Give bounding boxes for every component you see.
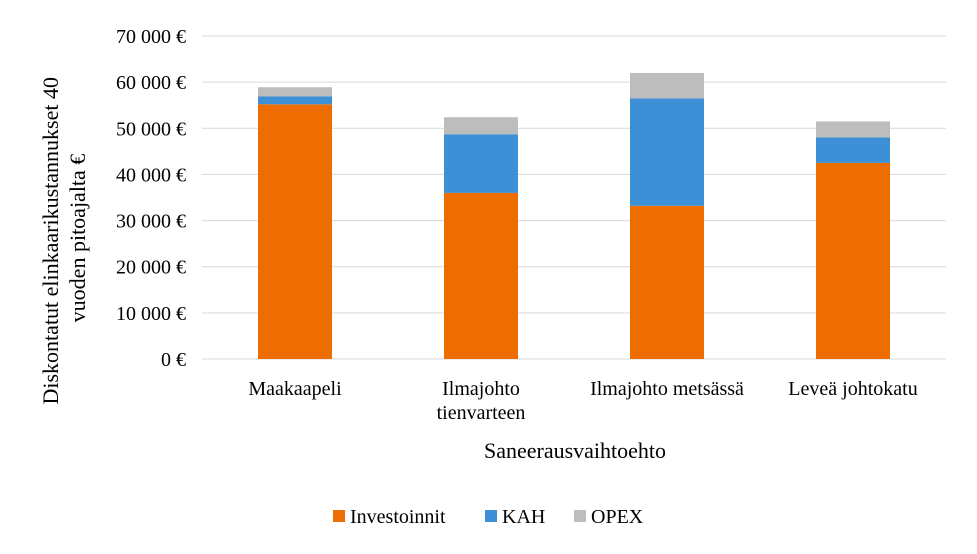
bar-segment	[816, 162, 890, 359]
x-category-label-line: Leveä johtokatu	[788, 378, 917, 400]
x-category-label: Leveä johtokatu	[788, 378, 917, 400]
bar-segment	[444, 134, 518, 193]
bar-segment	[258, 87, 332, 97]
x-axis-categories: Maakaapeli Ilmajohto tienvarteen Ilmajohto …	[248, 378, 917, 424]
x-axis-title: Saneerausvaihtoehto	[484, 438, 666, 463]
x-category-label: Ilmajohto metsässä	[590, 378, 744, 400]
bar-segment	[630, 72, 704, 99]
bar-segment	[630, 98, 704, 206]
y-tick-label: 0 €	[161, 349, 186, 371]
legend-label: KAH	[502, 506, 545, 528]
y-tick-label: 50 000 €	[116, 118, 186, 140]
legend: Investoinnit KAH OPEX	[333, 506, 644, 528]
x-category-label-line: Ilmajohto	[442, 378, 520, 400]
legend-swatch	[333, 510, 345, 522]
y-tick-label: 30 000 €	[116, 211, 186, 233]
bars	[258, 72, 890, 359]
y-tick-label: 10 000 €	[116, 303, 186, 325]
legend-swatch	[574, 510, 586, 522]
y-tick-label: 70 000 €	[116, 26, 186, 48]
y-tick-label: 60 000 €	[116, 72, 186, 94]
x-category-label: Maakaapeli	[248, 378, 342, 400]
y-axis-title-line-2: vuoden pitoajalta €	[65, 154, 90, 323]
bar-segment	[258, 104, 332, 359]
bar-segment	[444, 117, 518, 135]
legend-label: Investoinnit	[350, 506, 446, 528]
bar-segment	[630, 205, 704, 359]
legend-label: OPEX	[591, 506, 644, 528]
bar-segment	[816, 121, 890, 138]
x-category-label-line: Ilmajohto metsässä	[590, 378, 744, 400]
y-tick-label: 20 000 €	[116, 257, 186, 279]
x-category-label: Ilmajohto tienvarteen	[437, 378, 526, 424]
y-axis-title-line-1: Diskontatut elinkaarikustannukset 40	[38, 77, 63, 405]
legend-swatch	[485, 510, 497, 522]
bar-segment	[258, 96, 332, 105]
x-category-label-line: tienvarteen	[437, 402, 526, 424]
bar-segment	[816, 137, 890, 163]
bar-segment	[444, 192, 518, 359]
y-axis-title: Diskontatut elinkaarikustannukset 40 vuo…	[38, 72, 90, 405]
x-category-label-line: Maakaapeli	[248, 378, 342, 400]
y-tick-label: 40 000 €	[116, 164, 186, 186]
y-axis-ticks: 0 € 10 000 € 20 000 € 30 000 € 40 000 € 50 00…	[116, 26, 186, 371]
